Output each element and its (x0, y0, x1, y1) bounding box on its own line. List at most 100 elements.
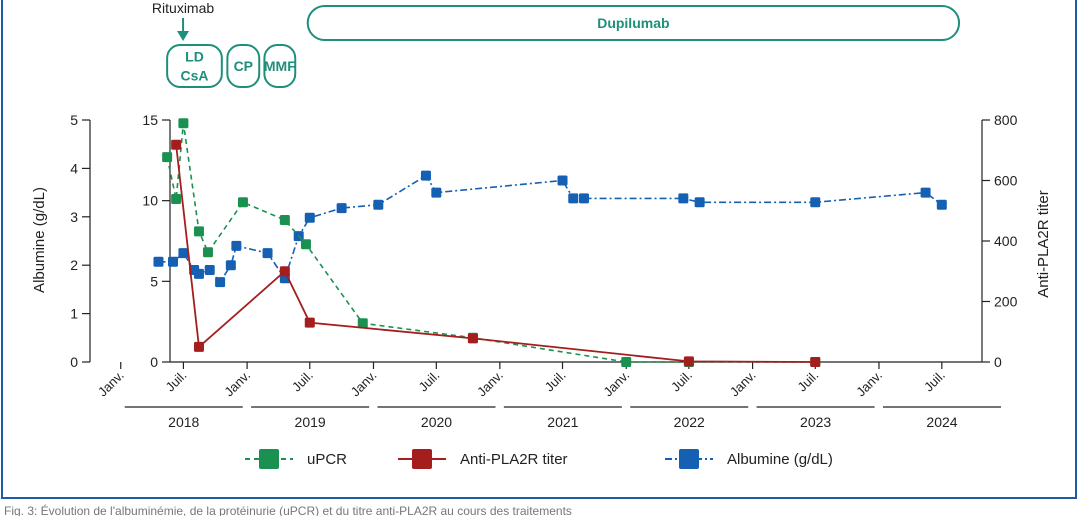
x-tick-label: Janv. (348, 368, 380, 400)
upcr-tick-label: 15 (142, 112, 158, 128)
chart-axes: 0 1 2 3 4 5 Albumine (g/dL) 0 5 10 15 0 200 400 600 800… (31, 112, 1052, 430)
upcr-point (162, 152, 173, 163)
treatment-label: Dupilumab (597, 15, 669, 31)
pla2r-tick-label: 400 (994, 233, 1018, 249)
pla2r-point (279, 266, 290, 277)
rituximab-label: Rituximab (152, 0, 214, 16)
treatment-box (226, 44, 261, 88)
pla2r-point (683, 356, 694, 367)
treatment-cp: CP (226, 44, 261, 88)
treatment-box (306, 5, 961, 41)
pla2r-tick-label: 800 (994, 112, 1018, 128)
year-label: 2019 (295, 414, 326, 430)
legend-label: Albumine (g/dL) (727, 451, 833, 468)
treatment-box (263, 44, 297, 88)
upcr-point (178, 118, 189, 129)
albumine-tick-label: 5 (70, 112, 78, 128)
treatment-dupilumab: Dupilumab (306, 5, 961, 41)
legend-item-albumine: Albumine (g/dL) (665, 449, 833, 469)
albumine-point (204, 265, 215, 276)
upcr-series-line (166, 123, 816, 363)
albumine-point (225, 260, 236, 271)
x-tick-label: Juil. (542, 368, 569, 395)
albumine-tick-label: 1 (70, 306, 78, 322)
treatment-label: CsA (180, 68, 208, 84)
year-label: 2024 (926, 414, 957, 430)
albumine-point (262, 248, 273, 259)
pla2r-point (304, 317, 315, 328)
treatment-label: LD (185, 49, 204, 65)
year-label: 2022 (674, 414, 705, 430)
albumine-point (420, 170, 431, 181)
x-tick-label: Juil. (163, 368, 190, 395)
upcr-tick-label: 5 (150, 273, 158, 289)
plot-area (153, 118, 947, 367)
x-tick-label: Janv. (727, 368, 759, 400)
albumine-point (193, 268, 204, 279)
albumine-point (920, 187, 931, 198)
x-tick-label: Juil. (668, 368, 695, 395)
pla2r-tick-label: 0 (994, 354, 1002, 370)
x-tick-label: Juil. (794, 368, 821, 395)
year-label: 2023 (800, 414, 831, 430)
treatment-mmf: MMF (263, 44, 297, 88)
figure-frame (1, 0, 1077, 499)
treatment-box (166, 44, 223, 88)
legend-label: Anti-PLA2R titer (460, 451, 568, 468)
albumine-tick-label: 0 (70, 354, 78, 370)
x-tick-label: Juil. (415, 368, 442, 395)
treatment-label: MMF (264, 58, 296, 74)
albumine-point (936, 199, 947, 210)
upcr-tick-label: 10 (142, 193, 158, 209)
x-tick-label: Janv. (474, 368, 506, 400)
upcr-point (202, 247, 213, 258)
treatment-ld-csa: LD CsA (166, 44, 223, 88)
albumine-point (178, 248, 189, 259)
legend-label: uPCR (307, 451, 347, 468)
x-tick-label: Janv. (600, 368, 632, 400)
x-tick-label: Janv. (95, 368, 127, 400)
upcr-point (300, 239, 311, 250)
pla2r-point (193, 341, 204, 352)
year-label: 2018 (168, 414, 199, 430)
year-label: 2021 (547, 414, 578, 430)
pla2r-point (467, 333, 478, 344)
albumine-series-line (158, 174, 943, 284)
rituximab-arrow-head (177, 31, 190, 41)
legend-item-pla2r: Anti-PLA2R titer (398, 449, 568, 469)
albumine-point (678, 193, 689, 204)
treatment-label: CP (234, 58, 253, 74)
upcr-point (237, 197, 248, 208)
albumine-tick-label: 3 (70, 209, 78, 225)
albumine-point (215, 277, 226, 288)
year-label: 2020 (421, 414, 452, 430)
chart-legend: uPCR Anti-PLA2R titer Albumine (g/dL) (245, 449, 833, 469)
albumine-point (231, 240, 242, 251)
upcr-point (357, 318, 368, 329)
upcr-point (193, 226, 204, 237)
pla2r-axis-title: Anti-PLA2R titer (1035, 190, 1052, 298)
pla2r-tick-label: 200 (994, 294, 1018, 310)
x-tick-label: Janv. (853, 368, 885, 400)
albumine-point (431, 187, 442, 198)
treatment-timeline: LD CsA CP MMF Dupilumab Rituximab (152, 0, 961, 88)
x-tick-label: Juil. (921, 368, 948, 395)
albumine-axis-title: Albumine (g/dL) (31, 187, 48, 293)
albumine-tick-label: 4 (70, 160, 78, 176)
pla2r-tick-label: 600 (994, 173, 1018, 189)
figure-caption: Fig. 3: Évolution de l'albuminémie, de l… (4, 503, 572, 516)
legend-item-upcr: uPCR (245, 449, 347, 469)
albumine-tick-label: 2 (70, 257, 78, 273)
legend-swatch-marker (259, 449, 279, 469)
albumine-point (557, 175, 568, 186)
albumine-point (153, 256, 164, 267)
albumine-point (336, 203, 347, 214)
pla2r-point (810, 357, 821, 367)
upcr-tick-label: 0 (150, 354, 158, 370)
upcr-point (171, 194, 182, 205)
pla2r-point (171, 139, 182, 150)
upcr-point (279, 215, 290, 226)
albumine-point (578, 193, 589, 204)
albumine-point (568, 193, 579, 204)
